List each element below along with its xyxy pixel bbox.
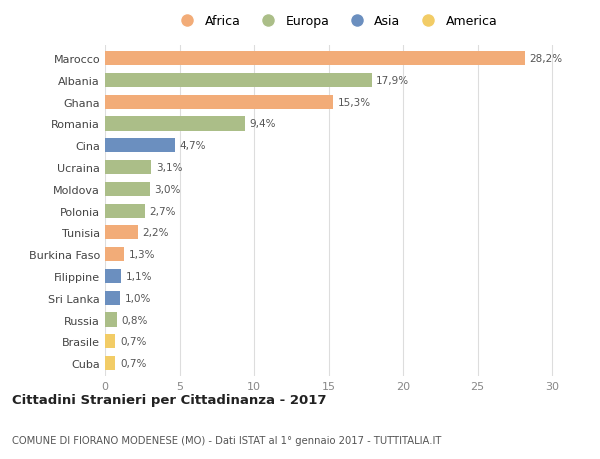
Bar xyxy=(105,247,124,262)
Bar xyxy=(105,313,117,327)
Text: 0,7%: 0,7% xyxy=(120,336,146,347)
Text: 3,1%: 3,1% xyxy=(155,162,182,173)
Bar xyxy=(105,269,121,284)
Bar xyxy=(105,204,145,218)
Text: 1,0%: 1,0% xyxy=(124,293,151,303)
Text: 17,9%: 17,9% xyxy=(376,76,409,86)
Bar xyxy=(105,117,245,131)
Text: 1,1%: 1,1% xyxy=(126,271,152,281)
Text: 0,8%: 0,8% xyxy=(121,315,148,325)
Text: 2,7%: 2,7% xyxy=(150,206,176,216)
Text: Cittadini Stranieri per Cittadinanza - 2017: Cittadini Stranieri per Cittadinanza - 2… xyxy=(12,393,326,406)
Bar xyxy=(105,356,115,370)
Bar xyxy=(105,161,151,175)
Bar xyxy=(105,226,138,240)
Bar xyxy=(105,139,175,153)
Text: 3,0%: 3,0% xyxy=(154,185,181,195)
Text: 0,7%: 0,7% xyxy=(120,358,146,368)
Text: 28,2%: 28,2% xyxy=(530,54,563,64)
Bar xyxy=(105,291,120,305)
Text: 2,2%: 2,2% xyxy=(142,228,169,238)
Text: 9,4%: 9,4% xyxy=(250,119,276,129)
Text: 4,7%: 4,7% xyxy=(179,141,206,151)
Bar xyxy=(105,182,150,196)
Bar xyxy=(105,52,525,66)
Text: 15,3%: 15,3% xyxy=(337,97,371,107)
Bar xyxy=(105,95,333,110)
Bar xyxy=(105,335,115,349)
Text: 1,3%: 1,3% xyxy=(129,250,155,260)
Bar xyxy=(105,73,372,88)
Legend: Africa, Europa, Asia, America: Africa, Europa, Asia, America xyxy=(170,10,502,33)
Text: COMUNE DI FIORANO MODENESE (MO) - Dati ISTAT al 1° gennaio 2017 - TUTTITALIA.IT: COMUNE DI FIORANO MODENESE (MO) - Dati I… xyxy=(12,435,442,445)
